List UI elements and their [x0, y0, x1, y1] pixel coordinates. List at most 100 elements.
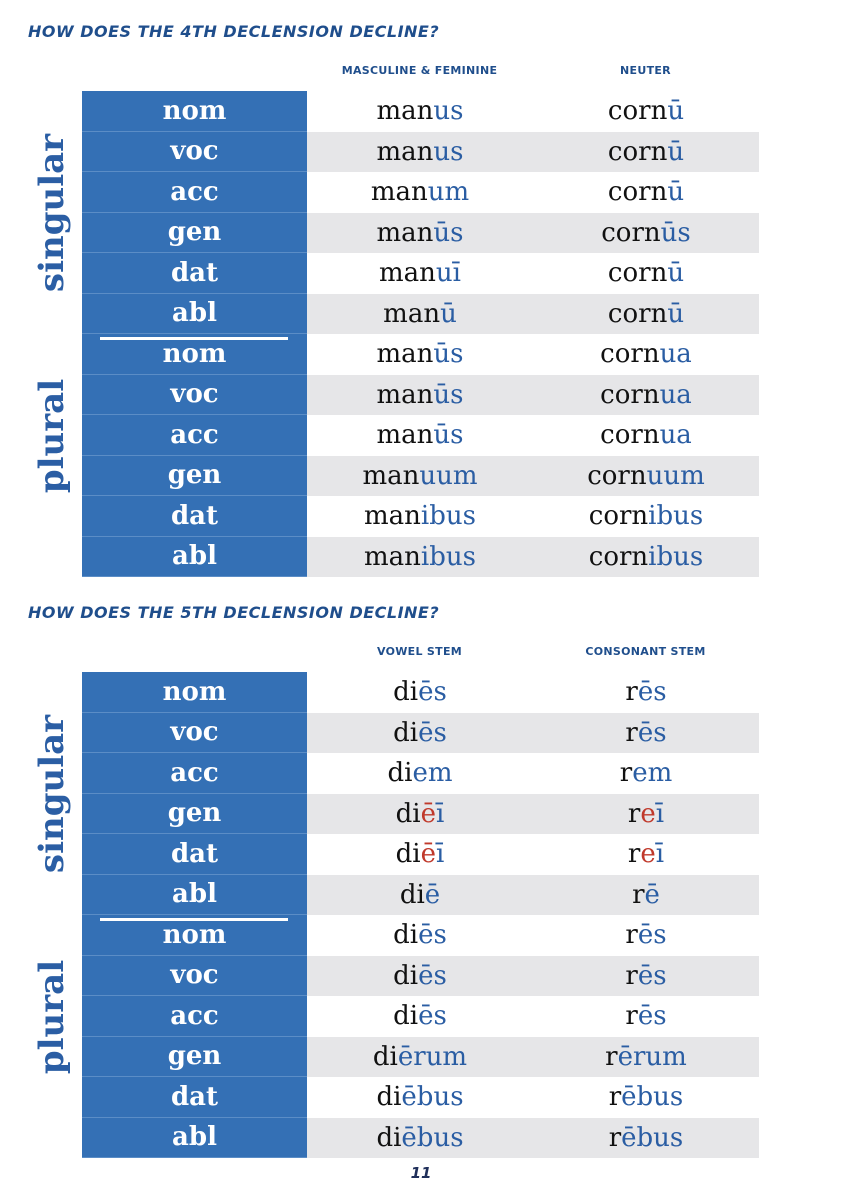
table-row: gen di ērum r ērum — [82, 1036, 759, 1077]
word-stem: r — [625, 1001, 638, 1032]
word-ending: ūs — [433, 379, 464, 410]
word-stem: corn — [600, 420, 660, 451]
number-divider — [100, 337, 288, 340]
word-ending: ua — [659, 339, 692, 370]
case-label: abl — [82, 875, 307, 915]
form-cell-col2: corn ū — [533, 131, 759, 172]
word-ending: ērum — [617, 1041, 687, 1072]
case-label: acc — [82, 415, 307, 456]
form-cell-col2: r ēs — [533, 996, 759, 1037]
form-cell-col1: man ibus — [307, 496, 533, 537]
word-ending: ēbus — [621, 1122, 684, 1153]
form-cell-col2: corn ibus — [533, 496, 759, 537]
word-stem: di — [376, 1082, 402, 1113]
form-cell-col2: corn ū — [533, 172, 759, 213]
form-cell-col1: di ēs — [307, 915, 533, 956]
form-cell-col2: corn ū — [533, 293, 759, 334]
word-ending: ē — [424, 879, 441, 910]
word-stem: r — [627, 798, 641, 829]
word-stem: man — [383, 298, 441, 329]
word-stem: r — [632, 879, 645, 910]
page-number: 11 — [410, 1164, 432, 1182]
word-stem: man — [376, 339, 434, 370]
word-stem: corn — [587, 460, 647, 491]
form-cell-col1: di ēs — [307, 955, 533, 996]
plural-label: plural — [32, 378, 72, 494]
word-stem: r — [605, 1041, 618, 1072]
word-stem: corn — [601, 217, 661, 248]
form-cell-col1: man ūs — [307, 415, 533, 456]
word-stem: corn — [607, 177, 668, 208]
ending-highlight: ē — [420, 839, 437, 870]
word-stem: man — [362, 460, 420, 491]
table-row: dat man ibus corn ibus — [82, 496, 759, 537]
form-cell-col1: di ē ī — [307, 793, 533, 834]
word-stem: di — [399, 879, 425, 910]
word-stem: di — [376, 1122, 402, 1153]
word-ending: em — [412, 758, 453, 789]
word-ending: ūs — [660, 217, 691, 248]
table-row: abl di ē r ē — [82, 874, 759, 915]
form-cell-col2: corn uum — [533, 455, 759, 496]
case-label: abl — [82, 294, 307, 334]
form-cell-col2: r ēs — [533, 672, 759, 713]
word-ending: ī — [436, 798, 445, 829]
word-stem: corn — [607, 258, 668, 289]
case-label: gen — [82, 213, 307, 253]
ending-highlight: ē — [420, 798, 437, 829]
word-stem: corn — [600, 379, 660, 410]
table-row: dat di ē ī r e ī — [82, 834, 759, 875]
word-ending: ibus — [648, 541, 704, 572]
word-stem: corn — [600, 339, 660, 370]
case-label: voc — [82, 132, 307, 172]
table-row: gen man ūs corn ūs — [82, 212, 759, 253]
singular-label: singular — [32, 133, 72, 293]
section-title-4th: HOW DOES THE 4TH DECLENSION DECLINE? — [28, 22, 440, 41]
word-stem: di — [393, 717, 419, 748]
word-ending: ūs — [433, 217, 464, 248]
word-ending: uī — [435, 258, 461, 289]
word-stem: di — [395, 839, 421, 870]
table-row: nom di ēs r ēs — [82, 915, 759, 956]
word-stem: corn — [607, 136, 668, 167]
word-ending: ūs — [433, 420, 464, 451]
word-stem: man — [376, 420, 434, 451]
case-label: gen — [82, 794, 307, 834]
ending-highlight: e — [640, 798, 656, 829]
form-cell-col2: corn ua — [533, 374, 759, 415]
word-stem: r — [608, 1122, 622, 1153]
word-stem: di — [393, 1001, 419, 1032]
word-ending: ibus — [648, 501, 704, 532]
word-ending: ū — [667, 298, 685, 329]
case-label: acc — [82, 172, 307, 213]
form-cell-col2: r ēs — [533, 712, 759, 753]
word-ending: uum — [419, 460, 478, 491]
case-label: voc — [82, 713, 307, 753]
word-stem: corn — [607, 298, 668, 329]
table-row: acc man ūs corn ua — [82, 415, 759, 456]
table-row: voc di ēs r ēs — [82, 955, 759, 996]
form-cell-col1: di ē — [307, 874, 533, 915]
table-row: nom di ēs r ēs — [82, 672, 759, 713]
word-ending: ua — [659, 420, 692, 451]
table-row: gen man uum corn uum — [82, 455, 759, 496]
form-cell-col2: corn ibus — [533, 536, 759, 577]
form-cell-col1: man us — [307, 131, 533, 172]
table-row: abl man ū corn ū — [82, 293, 759, 334]
word-stem: di — [393, 920, 419, 951]
form-cell-col1: man ūs — [307, 334, 533, 375]
word-stem: r — [625, 960, 638, 991]
word-ending: ē — [644, 879, 660, 910]
case-column — [82, 91, 307, 577]
word-stem: corn — [607, 96, 668, 127]
word-ending: uum — [646, 460, 705, 491]
form-cell-col2: corn ua — [533, 334, 759, 375]
word-ending: ū — [667, 177, 685, 208]
case-label: nom — [82, 334, 307, 375]
table-row: gen di ē ī r e ī — [82, 793, 759, 834]
word-stem: man — [364, 501, 421, 532]
form-cell-col2: r ēs — [533, 915, 759, 956]
